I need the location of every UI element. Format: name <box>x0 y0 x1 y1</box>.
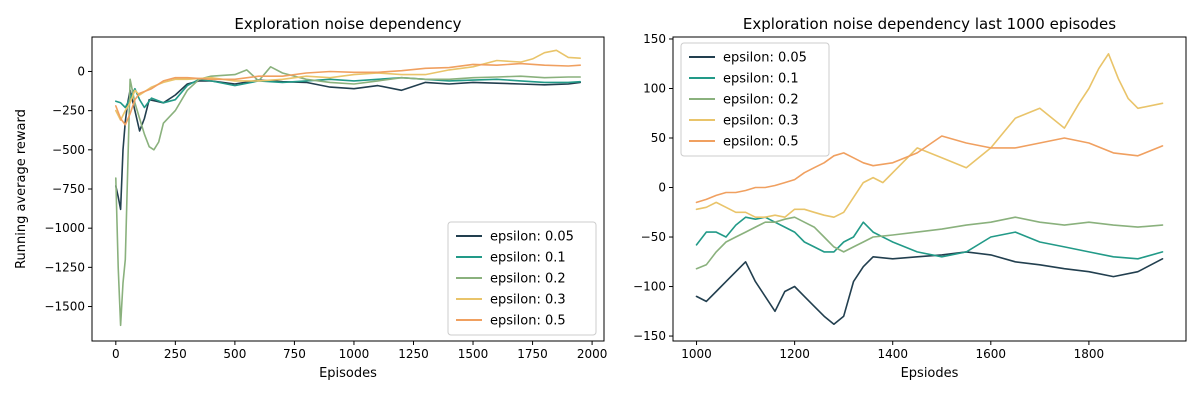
legend-label: epsilon: 0.5 <box>723 135 799 150</box>
y-tick-label: 50 <box>651 131 666 145</box>
series-line-epsilon-0-5 <box>695 135 1164 204</box>
legend-label: epsilon: 0.2 <box>490 272 566 287</box>
legend: epsilon: 0.05 epsilon: 0.1 epsilon: 0.2 eps… <box>680 42 830 157</box>
legend-label: epsilon: 0.3 <box>490 293 566 308</box>
legend-label: epsilon: 0.3 <box>723 114 799 129</box>
series-line-epsilon-0-3 <box>115 49 581 121</box>
y-tick-label: −250 <box>52 104 85 118</box>
y-axis-label: Running average reward <box>14 109 29 269</box>
chart-title: Exploration noise dependency <box>234 15 461 33</box>
series-line-epsilon-0-3 <box>695 53 1164 218</box>
x-tick-label: 2000 <box>577 347 608 361</box>
series-group <box>115 49 581 327</box>
y-tick-label: −150 <box>633 329 666 343</box>
x-tick-label: 1750 <box>517 347 548 361</box>
chart-right: 1000 1200 1400 1600 1800 150 100 50 0 −50 −100 −150… <box>633 15 1187 381</box>
x-tick-label: 1000 <box>339 347 370 361</box>
x-tick-label: 1600 <box>976 347 1007 361</box>
chart-left: 0 250 500 750 1000 1250 1500 1750 2000 0 −250 −500 −… <box>14 15 607 381</box>
series-line-epsilon-0-05 <box>695 251 1164 325</box>
series-line-epsilon-0-2 <box>695 216 1164 270</box>
legend-label: epsilon: 0.1 <box>723 72 799 87</box>
legend-label: epsilon: 0.5 <box>490 314 566 329</box>
y-tick-label: 0 <box>658 181 666 195</box>
y-tick-label: −1000 <box>44 221 85 235</box>
x-tick-label: 1400 <box>877 347 908 361</box>
legend-box <box>447 221 597 336</box>
y-tick-label: −50 <box>641 230 666 244</box>
legend-label: epsilon: 0.2 <box>723 93 799 108</box>
y-tick-label: −500 <box>52 143 85 157</box>
x-tick-label: 250 <box>164 347 187 361</box>
legend-label: epsilon: 0.05 <box>490 230 574 245</box>
series-line-epsilon-0-05 <box>115 79 581 211</box>
x-tick-label: 500 <box>223 347 246 361</box>
x-tick-label: 0 <box>112 347 120 361</box>
y-tick-label: 100 <box>643 81 666 95</box>
x-tick-label: 1250 <box>398 347 429 361</box>
y-tick-label: 0 <box>77 64 85 78</box>
legend-box <box>680 42 830 157</box>
series-line-epsilon-0-1 <box>695 216 1164 260</box>
x-axis-label: Epsiodes <box>901 366 959 381</box>
y-tick-label: −1250 <box>44 260 85 274</box>
plot-frame <box>672 36 1187 342</box>
legend-label: epsilon: 0.1 <box>490 251 566 266</box>
y-tick-label: 150 <box>643 32 666 46</box>
y-tick-label: −750 <box>52 182 85 196</box>
x-axis-label: Episodes <box>319 366 377 381</box>
x-tick-label: 1000 <box>681 347 712 361</box>
x-tick-label: 750 <box>283 347 306 361</box>
x-tick-label: 1200 <box>779 347 810 361</box>
legend: epsilon: 0.05 epsilon: 0.1 epsilon: 0.2 eps… <box>447 221 597 336</box>
legend-label: epsilon: 0.05 <box>723 51 807 66</box>
y-tick-label: −100 <box>633 280 666 294</box>
chart-title: Exploration noise dependency last 1000 e… <box>743 15 1116 33</box>
series-line-epsilon-0-5 <box>115 62 581 126</box>
x-tick-label: 1800 <box>1074 347 1105 361</box>
y-tick-label: −1500 <box>44 300 85 314</box>
x-tick-label: 1500 <box>458 347 489 361</box>
series-group <box>695 53 1164 325</box>
